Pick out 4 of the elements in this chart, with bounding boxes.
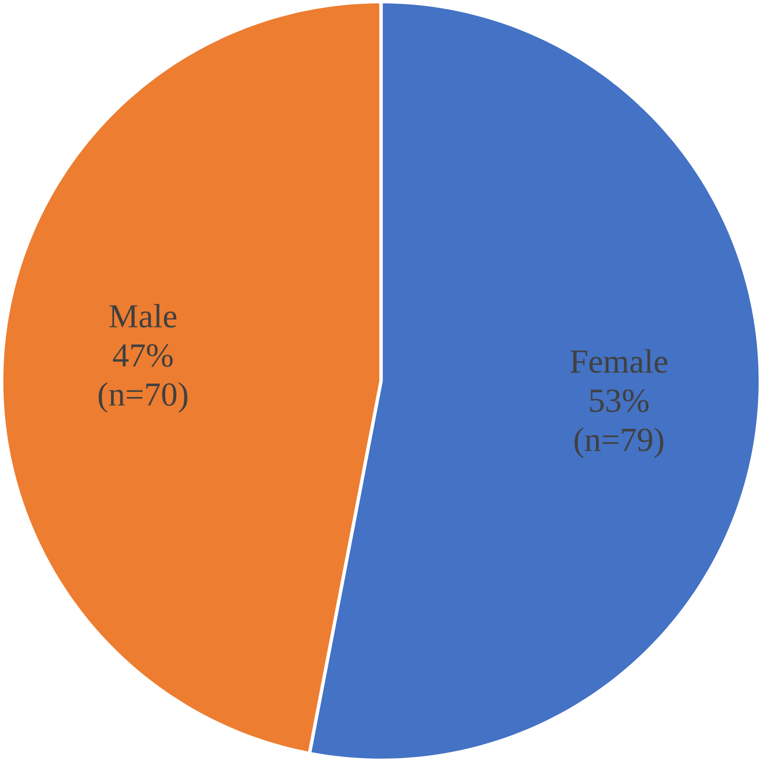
slice-label: Male (110, 304, 176, 328)
slice-label: Female (570, 349, 668, 373)
data-label: 47% (n=70) (98, 344, 188, 413)
data-label: 53% (n=79) (574, 389, 664, 458)
